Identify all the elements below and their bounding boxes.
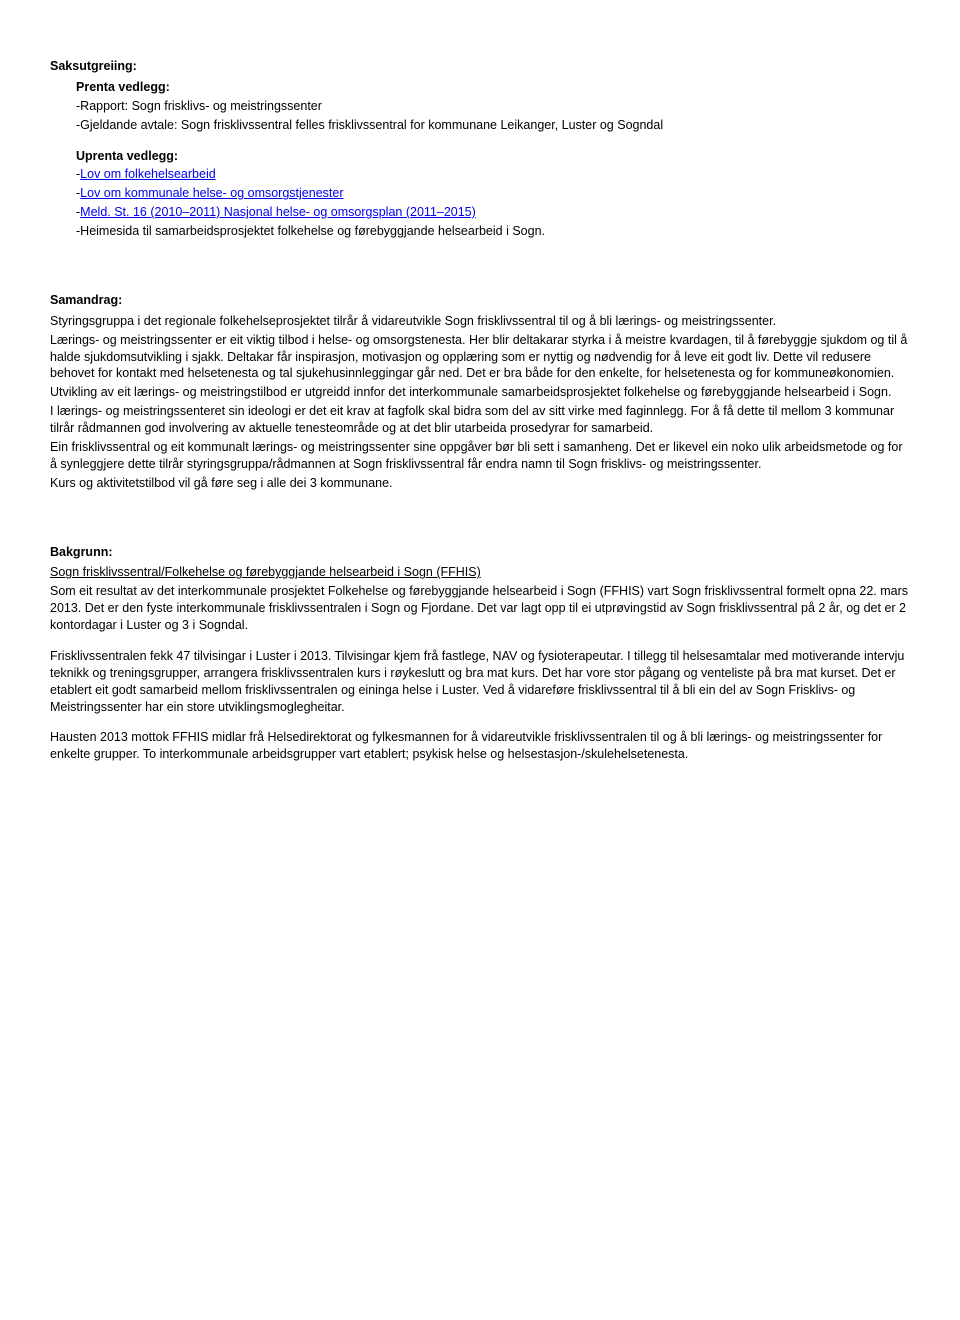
- prenta-line1: -Rapport: Sogn frisklivs- og meistringss…: [76, 98, 910, 115]
- samandrag-p2: Lærings- og meistringssenter er eit vikt…: [50, 332, 910, 383]
- uprenta-line4: -Heimesida til samarbeidsprosjektet folk…: [76, 223, 910, 240]
- bakgrunn-p1: Som eit resultat av det interkommunale p…: [50, 583, 910, 634]
- folkehelsearbeid-link[interactable]: Lov om folkehelsearbeid: [80, 167, 216, 181]
- samandrag-p4: I lærings- og meistringssenteret sin ide…: [50, 403, 910, 437]
- samandrag-p3: Utvikling av eit lærings- og meistringst…: [50, 384, 910, 401]
- uprenta-heading: Uprenta vedlegg:: [76, 148, 910, 165]
- omsorgstjenester-link[interactable]: Lov om kommunale helse- og omsorgstjenes…: [80, 186, 343, 200]
- uprenta-line2: -Lov om kommunale helse- og omsorgstjene…: [76, 185, 910, 202]
- saksutgreiing-heading: Saksutgreiing:: [50, 58, 910, 75]
- samandrag-heading: Samandrag:: [50, 292, 910, 309]
- samandrag-p1: Styringsgruppa i det regionale folkehels…: [50, 313, 910, 330]
- samandrag-p5: Ein frisklivssentral og eit kommunalt læ…: [50, 439, 910, 473]
- prenta-line2: -Gjeldande avtale: Sogn frisklivssentral…: [76, 117, 910, 134]
- bakgrunn-p2: Frisklivssentralen fekk 47 tilvisingar i…: [50, 648, 910, 716]
- bakgrunn-subheading: Sogn frisklivssentral/Folkehelse og føre…: [50, 564, 910, 581]
- meld-st-link[interactable]: Meld. St. 16 (2010–2011) Nasjonal helse-…: [80, 205, 476, 219]
- samandrag-p6: Kurs og aktivitetstilbod vil gå føre seg…: [50, 475, 910, 492]
- uprenta-line3: -Meld. St. 16 (2010–2011) Nasjonal helse…: [76, 204, 910, 221]
- prenta-heading: Prenta vedlegg:: [76, 79, 910, 96]
- uprenta-line1: -Lov om folkehelsearbeid: [76, 166, 910, 183]
- bakgrunn-heading: Bakgrunn:: [50, 544, 910, 561]
- bakgrunn-p3: Hausten 2013 mottok FFHIS midlar frå Hel…: [50, 729, 910, 763]
